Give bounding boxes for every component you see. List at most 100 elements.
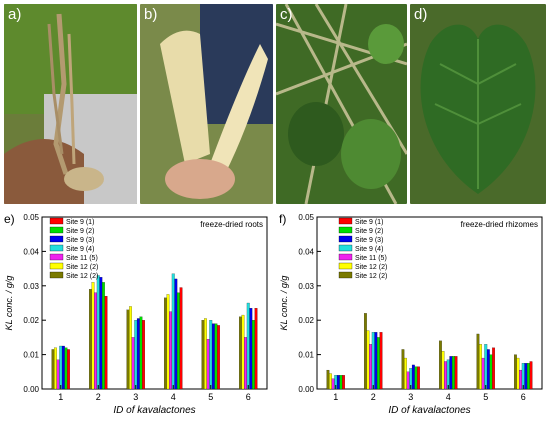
bar	[527, 363, 530, 390]
legend-swatch	[49, 244, 64, 252]
x-tick-label: 2	[96, 392, 101, 402]
bar	[516, 357, 520, 390]
bar	[366, 330, 370, 390]
chart-title: freeze-dried roots	[200, 220, 263, 229]
heart-leaf-photo	[410, 4, 546, 204]
bar	[54, 347, 57, 390]
bar	[201, 320, 205, 390]
bar	[249, 308, 253, 390]
x-tick-label: 5	[208, 392, 213, 402]
bar	[217, 325, 220, 390]
bar	[479, 344, 482, 390]
legend-label: Site 12 (2)	[66, 273, 98, 280]
x-axis-label: ID of kavalactones	[388, 405, 470, 416]
photo-panel-b: b)	[140, 4, 273, 204]
bar	[246, 302, 250, 390]
bar	[174, 278, 178, 390]
legend-swatch	[49, 226, 64, 234]
chart-e: e) 0.00 0.01 0.02 0.03 0.04 0.05 KL conc. / g/g…	[0, 205, 275, 425]
panel-label-c: c)	[280, 6, 293, 23]
y-tick-label: 0.04	[298, 247, 314, 256]
bar	[64, 347, 68, 390]
bar	[171, 273, 175, 390]
plot-frame	[316, 216, 543, 390]
bar	[136, 318, 140, 390]
bar	[446, 359, 450, 390]
bar	[371, 332, 375, 390]
bar	[417, 366, 420, 390]
bar	[254, 308, 258, 390]
legend-swatch	[49, 262, 64, 270]
legend-label: Site 11 (5)	[355, 255, 387, 262]
bar	[204, 318, 207, 390]
bar	[342, 375, 345, 390]
bar	[441, 351, 445, 390]
chart-panel-label: e)	[4, 212, 15, 226]
bar	[89, 289, 92, 390]
bar	[166, 294, 170, 390]
x-tick-label: 4	[171, 392, 176, 402]
y-tick-label: 0.00	[298, 385, 314, 394]
bar	[211, 323, 215, 390]
bar	[239, 316, 242, 390]
stems-leaves-photo	[276, 4, 407, 204]
panel-label-a: a)	[8, 6, 22, 23]
bar	[454, 356, 458, 390]
bar	[214, 323, 218, 390]
panel-label-d: d)	[414, 6, 428, 23]
bar	[364, 313, 367, 390]
y-axis-label: KL conc. / g/g	[279, 276, 289, 331]
bar	[102, 282, 105, 390]
bar	[96, 275, 100, 390]
peeled-root-photo	[140, 4, 273, 204]
bar	[489, 354, 493, 390]
bar	[374, 332, 378, 390]
y-tick-label: 0.05	[298, 213, 314, 222]
bar	[401, 349, 405, 390]
x-tick-label: 3	[133, 392, 138, 402]
x-tick-label: 1	[333, 392, 338, 402]
bar	[206, 339, 210, 390]
x-tick-label: 6	[521, 392, 526, 402]
x-axis-label: ID of kavalactones	[113, 405, 195, 416]
y-tick-label: 0.02	[23, 316, 39, 325]
x-tick-label: 6	[246, 392, 251, 402]
photo-panel-a: a)	[4, 4, 137, 204]
kava-root-photo	[4, 4, 137, 204]
bar	[524, 363, 528, 390]
chart-e-svg: e) 0.00 0.01 0.02 0.03 0.04 0.05 KL conc. / g/g…	[4, 212, 268, 416]
bar	[164, 297, 167, 390]
bar	[129, 306, 132, 390]
chart-f-svg: f) 0.00 0.01 0.02 0.03 0.04 0.05 KL conc. / g/g…	[279, 212, 543, 416]
bar	[406, 371, 410, 390]
bar	[519, 369, 523, 390]
y-tick-label: 0.05	[23, 213, 39, 222]
photo-panel-c: c)	[276, 4, 407, 204]
bar	[244, 337, 248, 390]
x-tick-label: 1	[58, 392, 63, 402]
x-tick-label: 5	[483, 392, 488, 402]
legend-swatch	[338, 253, 353, 261]
y-tick-label: 0.01	[23, 351, 39, 360]
bar	[514, 354, 517, 390]
photo-panel-d: d)	[410, 4, 546, 204]
bar	[142, 320, 145, 390]
legend-label: Site 12 (2)	[355, 264, 387, 271]
bar	[411, 364, 415, 390]
legend-label: Site 9 (2)	[355, 228, 383, 235]
chart-panel-label: f)	[279, 212, 286, 226]
legend-swatch	[338, 226, 353, 234]
chart-f: f) 0.00 0.01 0.02 0.03 0.04 0.05 KL conc. / g/g…	[275, 205, 550, 425]
bar	[336, 375, 340, 390]
legend-swatch	[338, 244, 353, 252]
y-axis-label: KL conc. / g/g	[4, 276, 14, 331]
panel-label-b: b)	[144, 6, 158, 23]
bar	[377, 337, 380, 390]
bar	[444, 361, 448, 390]
bar	[139, 316, 143, 390]
legend-swatch	[49, 217, 64, 225]
legend-swatch	[338, 235, 353, 243]
bar	[329, 373, 332, 390]
legend-swatch	[338, 271, 353, 279]
legend-label: Site 9 (4)	[66, 246, 94, 253]
